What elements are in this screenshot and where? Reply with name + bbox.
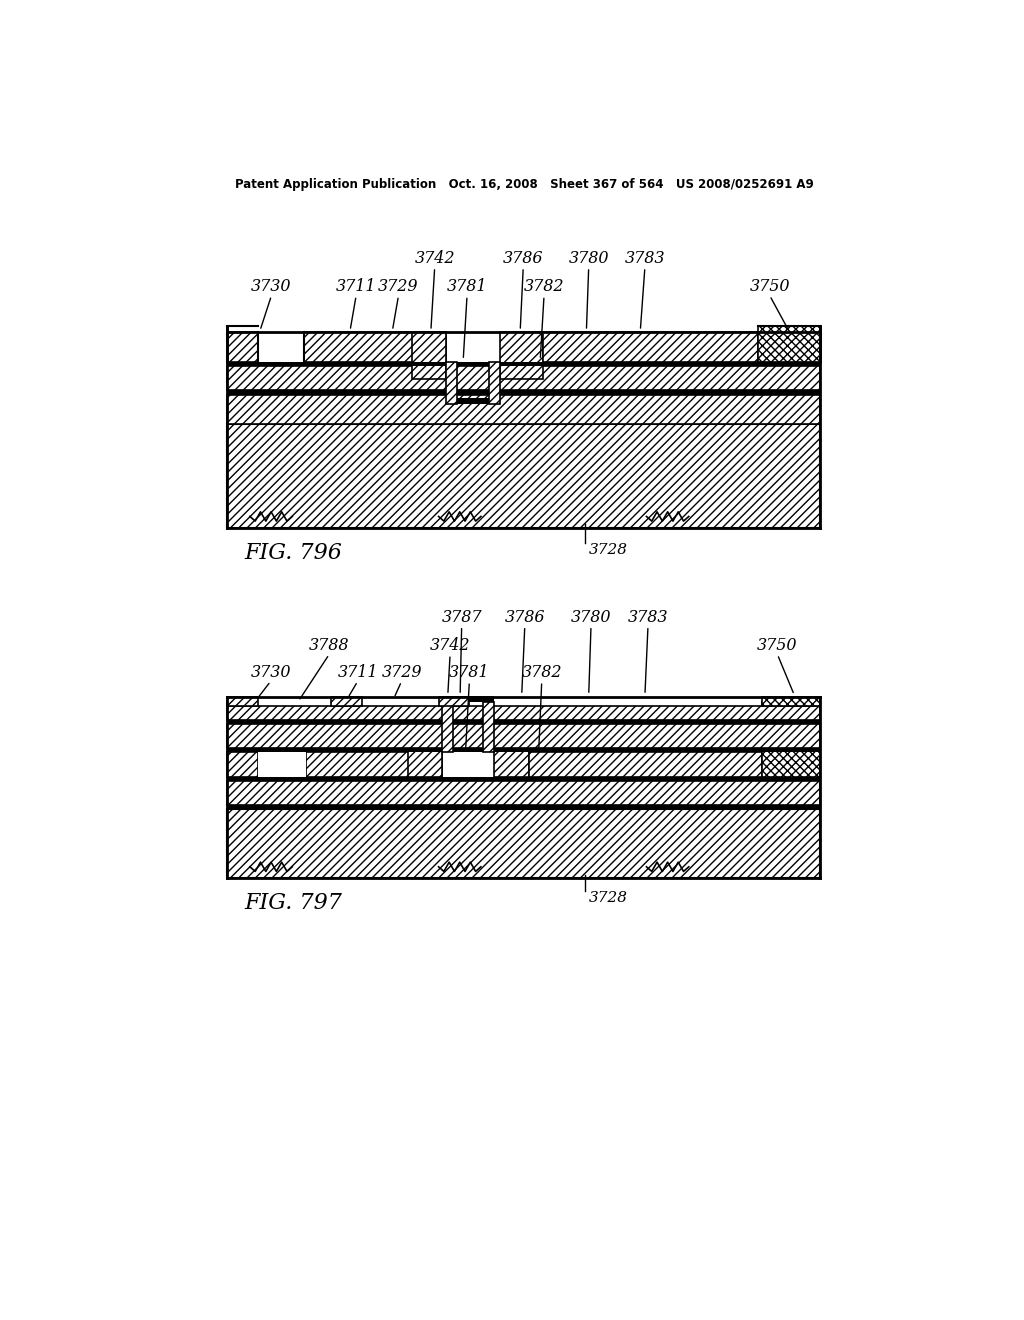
Bar xyxy=(226,366,819,391)
Bar xyxy=(331,697,361,706)
Text: 3786: 3786 xyxy=(505,609,545,626)
Text: 3782: 3782 xyxy=(521,664,562,681)
Bar xyxy=(758,326,819,362)
Bar xyxy=(454,752,483,776)
Text: 3781: 3781 xyxy=(450,664,489,681)
Text: 3728: 3728 xyxy=(589,544,628,557)
Text: 3729: 3729 xyxy=(378,279,419,296)
Bar xyxy=(442,702,454,752)
Bar xyxy=(528,752,762,776)
Bar xyxy=(226,723,819,748)
Bar xyxy=(762,697,819,706)
Text: 3728: 3728 xyxy=(589,891,628,906)
Bar xyxy=(226,748,819,752)
Bar xyxy=(442,696,494,702)
Text: 3782: 3782 xyxy=(524,279,564,296)
Bar xyxy=(226,333,258,362)
Bar xyxy=(457,333,489,362)
Text: 3729: 3729 xyxy=(381,664,422,681)
Bar xyxy=(258,333,304,362)
Text: 3780: 3780 xyxy=(568,249,609,267)
Bar xyxy=(412,333,446,379)
Bar xyxy=(543,333,758,362)
Bar xyxy=(258,752,306,776)
Bar xyxy=(226,776,819,780)
Bar xyxy=(483,702,494,752)
Text: 3750: 3750 xyxy=(757,638,798,655)
Bar xyxy=(446,397,500,404)
Bar xyxy=(489,362,500,404)
Bar xyxy=(304,333,446,362)
Text: 3730: 3730 xyxy=(251,279,292,296)
Text: Patent Application Publication   Oct. 16, 2008   Sheet 367 of 564   US 2008/0252: Patent Application Publication Oct. 16, … xyxy=(236,178,814,190)
Text: 3742: 3742 xyxy=(430,638,470,655)
Bar xyxy=(500,333,543,379)
Text: 3788: 3788 xyxy=(309,638,349,655)
Text: FIG. 797: FIG. 797 xyxy=(245,892,342,915)
Text: 3781: 3781 xyxy=(446,279,487,296)
Bar xyxy=(762,702,819,776)
Bar xyxy=(226,780,819,805)
Bar xyxy=(494,737,528,776)
Text: 3786: 3786 xyxy=(503,249,544,267)
Bar xyxy=(226,391,819,395)
Text: 3783: 3783 xyxy=(625,249,666,267)
Bar xyxy=(226,362,819,366)
Bar xyxy=(408,737,442,776)
Bar xyxy=(306,752,442,776)
Bar xyxy=(438,697,469,706)
Text: 3750: 3750 xyxy=(750,279,790,296)
Text: 3787: 3787 xyxy=(441,609,482,626)
Bar xyxy=(226,395,819,424)
Text: 3783: 3783 xyxy=(628,609,669,626)
Bar xyxy=(226,424,819,528)
Bar xyxy=(446,362,457,404)
Text: 3742: 3742 xyxy=(415,249,455,267)
Bar xyxy=(226,719,819,723)
Bar xyxy=(226,805,819,809)
Bar xyxy=(226,809,819,878)
Bar xyxy=(226,697,258,706)
Text: 3711: 3711 xyxy=(336,279,377,296)
Bar xyxy=(226,706,819,719)
Text: FIG. 796: FIG. 796 xyxy=(245,543,342,564)
Text: 3730: 3730 xyxy=(251,664,291,681)
Bar xyxy=(226,752,258,776)
Text: 3780: 3780 xyxy=(570,609,611,626)
Text: 3711: 3711 xyxy=(338,664,378,681)
